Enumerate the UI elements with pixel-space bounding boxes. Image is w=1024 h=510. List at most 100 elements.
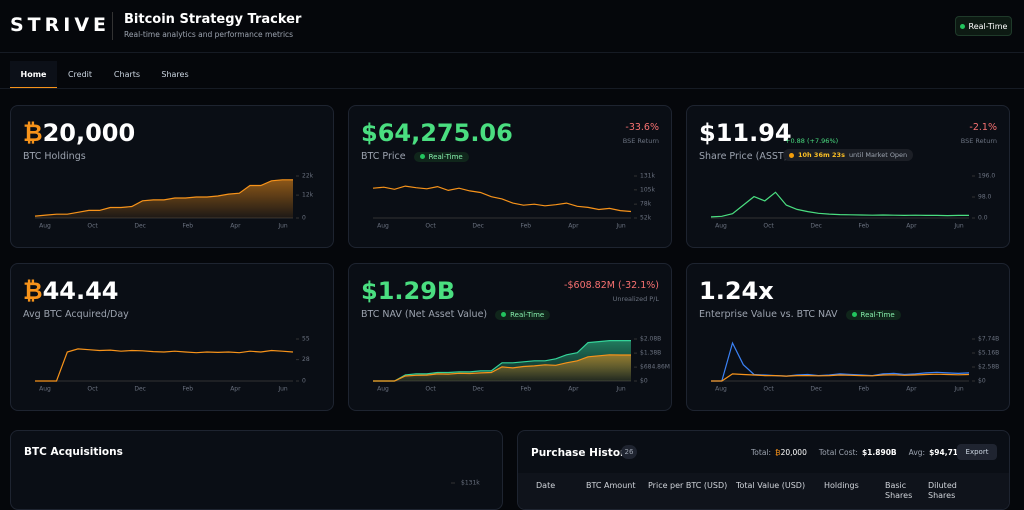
- live-dot: [851, 312, 857, 317]
- x-tick-label: Dec: [134, 223, 146, 230]
- label-row: Avg BTC Acquired/Day: [23, 309, 129, 320]
- acquisitions-card: BTC Acquisitions $131k: [10, 430, 503, 510]
- y-tick-label: 0: [302, 215, 306, 222]
- line: [373, 340, 631, 382]
- y-tick-label: 52k: [640, 215, 652, 222]
- timer-badge: 10h 36m 23s until Market Open: [783, 149, 914, 161]
- x-tick-label: Dec: [810, 223, 822, 230]
- export-button[interactable]: Export: [957, 444, 997, 460]
- metric-value: ₿44.44: [23, 277, 118, 306]
- x-tick-label: Jun: [953, 386, 964, 393]
- column-header[interactable]: Price per BTC (USD): [648, 481, 728, 490]
- y-tick-label: 0: [302, 378, 306, 385]
- value-text: $11.94: [699, 119, 792, 147]
- change-sub: Unrealized P/L: [612, 295, 659, 303]
- label-row: BTC Price Real-Time: [361, 151, 469, 162]
- section-title: BTC Acquisitions: [24, 446, 123, 458]
- y-tick-label: $2.08B: [640, 336, 661, 343]
- x-tick-label: Aug: [377, 386, 389, 393]
- metric-card: ₿44.44 Avg BTC Acquired/Day 55 28 0 Aug Oct Dec…: [10, 263, 334, 411]
- value-text: 1.24x: [699, 277, 774, 305]
- status-badge: Real-Time: [955, 16, 1012, 36]
- total: ₿20,000: [775, 448, 807, 457]
- column-header[interactable]: BTC Amount: [586, 481, 636, 490]
- tab[interactable]: Charts: [113, 69, 141, 79]
- change: -33.6%: [625, 122, 659, 133]
- x-tick-label: Feb: [858, 386, 869, 393]
- badge-text: Real-Time: [428, 152, 463, 161]
- column-header[interactable]: Diluted Shares: [928, 481, 957, 500]
- page: STRIVE Bitcoin Strategy Tracker Real-time …: [0, 12, 1024, 510]
- value-text: 20,000: [42, 119, 136, 147]
- metric-card: $1.29B BTC NAV (Net Asset Value) Real-Time…: [348, 263, 672, 411]
- avg: $94,716: [929, 448, 964, 457]
- status-text: Real-Time: [968, 21, 1008, 31]
- column-header[interactable]: Basic Shares: [885, 481, 913, 500]
- y-tick-label: 0.0: [978, 215, 988, 222]
- x-tick-label: Aug: [377, 223, 389, 230]
- label-row: BTC Holdings: [23, 151, 86, 162]
- y-tick-label: 28: [302, 356, 310, 363]
- title: Bitcoin Strategy Tracker: [124, 12, 302, 27]
- x-tick-label: Feb: [858, 223, 869, 230]
- line: [373, 354, 631, 382]
- area: [35, 179, 293, 218]
- y-tick-label: $5.16B: [978, 350, 999, 357]
- change: -2.1%: [969, 122, 997, 133]
- x-tick-label: Aug: [715, 223, 727, 230]
- mini-chart: 196.0 98.0 0.0 Aug Oct Dec Feb Apr Jun: [710, 173, 995, 230]
- currency-symbol: ₿: [775, 448, 781, 457]
- x-tick-label: Jun: [277, 223, 288, 230]
- total-value: 20,000: [780, 448, 807, 457]
- y-tick-label: $7.74B: [978, 336, 999, 343]
- live-badge: Real-Time: [413, 151, 469, 162]
- y-tick-label: $684.86M: [640, 364, 670, 371]
- header-border: [0, 52, 1024, 53]
- x-tick-label: Oct: [425, 386, 436, 393]
- y-tick-label: $0: [640, 378, 648, 385]
- y-tick-label: 131k: [640, 173, 655, 180]
- tab[interactable]: Shares: [161, 69, 189, 79]
- mini-chart: $7.74B $5.16B $2.58B $0 Aug Oct Dec Feb Apr Jun: [711, 336, 999, 393]
- line: [710, 191, 969, 218]
- avg-label: Avg:: [908, 448, 926, 457]
- tab[interactable]: Home: [10, 61, 57, 88]
- mini-chart: 55 28 0 Aug Oct Dec Feb Apr Jun: [35, 336, 310, 393]
- badge-text: Real-Time: [510, 310, 545, 319]
- x-tick-label: Apr: [906, 223, 917, 230]
- change: -$608.82M (-32.1%): [564, 280, 659, 291]
- timer: 10h 36m 23s: [798, 151, 845, 159]
- x-tick-label: Dec: [134, 386, 146, 393]
- tab-border: [0, 88, 1024, 89]
- x-tick-label: Oct: [763, 386, 774, 393]
- x-tick-label: Feb: [520, 386, 531, 393]
- mini-chart: 131k 105k 78k 52k Aug Oct Dec Feb Apr Jun: [372, 173, 655, 230]
- x-tick-label: Feb: [182, 223, 193, 230]
- column-header[interactable]: Holdings: [824, 481, 859, 490]
- timer-sub: until Market Open: [848, 151, 908, 159]
- live-badge: Real-Time: [845, 309, 901, 320]
- y-tick-label: 22k: [302, 173, 314, 180]
- column-header[interactable]: Date: [536, 481, 556, 490]
- currency-symbol: ₿: [23, 277, 43, 305]
- total-label: Total:: [751, 448, 772, 457]
- metric-card: 1.24x Enterprise Value vs. BTC NAV Real-Ti…: [686, 263, 1010, 411]
- x-tick-label: Oct: [87, 223, 98, 230]
- metric-label: Avg BTC Acquired/Day: [23, 309, 129, 320]
- label-row: BTC NAV (Net Asset Value) Real-Time: [361, 309, 551, 320]
- metric-value: 1.24x: [699, 277, 774, 305]
- x-tick-label: Jun: [615, 223, 626, 230]
- count-badge: 26: [621, 445, 637, 459]
- mini-chart: 22k 12k 0 Aug Oct Dec Feb Apr Jun: [34, 173, 314, 230]
- x-tick-label: Feb: [520, 223, 531, 230]
- delta: +0.88 (+7.96%): [785, 137, 839, 145]
- y-tick-label: 78k: [640, 201, 652, 208]
- metric-card: ₿20,000 BTC Holdings 22k 12k 0 Aug Oct Dec Feb Ap…: [10, 105, 334, 248]
- status-dot: [959, 23, 965, 29]
- tab[interactable]: Credit: [67, 69, 93, 79]
- mini-chart: $2.08B $1.38B $684.86M $0 Aug Oct Dec Feb Apr Jun: [373, 336, 670, 393]
- column-header[interactable]: Total Value (USD): [736, 481, 806, 490]
- x-tick-label: Aug: [39, 386, 51, 393]
- x-tick-label: Apr: [568, 386, 579, 393]
- metric-value: $64,275.06: [361, 119, 513, 147]
